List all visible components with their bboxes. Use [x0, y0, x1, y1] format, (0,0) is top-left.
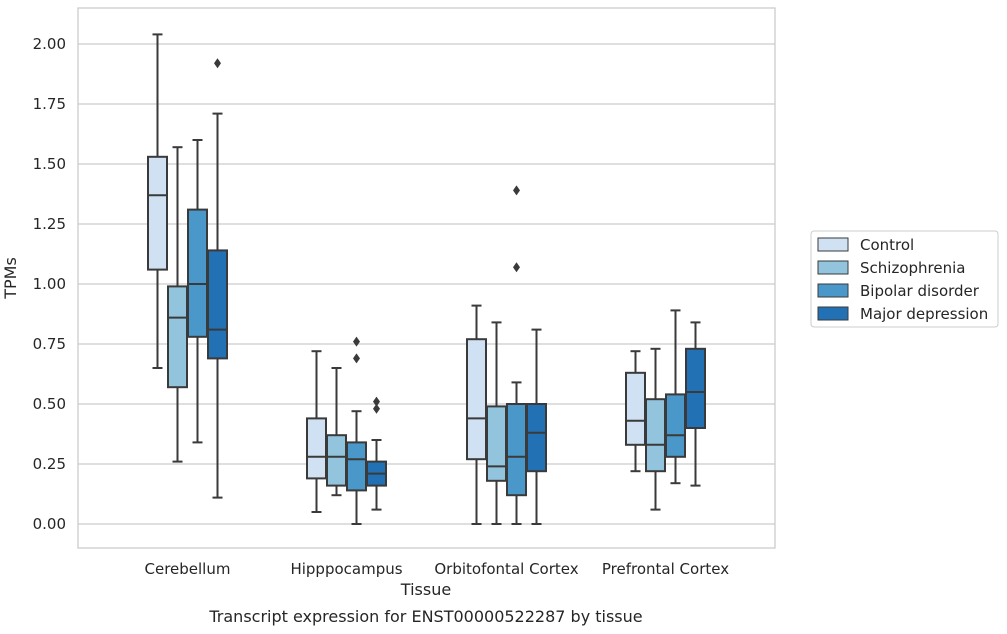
box-bipolar-disorder	[187, 139, 208, 444]
y-tick-labels: 0.00 0.25 0.50 0.75 1.00 1.25 1.50 1.75 2.00	[33, 35, 66, 533]
box-control	[625, 350, 646, 473]
x-axis-title: Tissue	[400, 580, 451, 599]
box-control	[147, 33, 168, 369]
box-bipolar-disorder	[506, 185, 527, 525]
box-iqr	[207, 249, 228, 360]
y-axis-title: TPMs	[1, 257, 20, 300]
outlier-point	[353, 353, 360, 364]
y-tick-label: 0.50	[33, 395, 66, 413]
legend-frame	[810, 230, 999, 328]
box-iqr	[665, 393, 686, 458]
box-iqr	[466, 338, 487, 461]
box-control	[466, 304, 487, 525]
box-schizophrenia	[645, 347, 666, 511]
outlier-point	[214, 58, 221, 69]
box-iqr	[526, 403, 547, 473]
box-schizophrenia	[326, 367, 347, 497]
box-major-depression	[526, 328, 547, 525]
box-iqr	[147, 155, 168, 271]
legend-label: Schizophrenia	[860, 259, 965, 277]
x-tick-labels: Cerebellum Hipppocampus Orbitofontal Corte…	[145, 560, 730, 578]
box-iqr	[187, 208, 208, 338]
box-control	[306, 350, 327, 513]
legend-label: Major depression	[860, 305, 988, 323]
y-tick-label: 0.00	[33, 515, 66, 533]
legend: Control Schizophrenia Bipolar disorder Majo…	[810, 230, 999, 328]
y-tick-label: 1.25	[33, 215, 66, 233]
box-schizophrenia	[486, 321, 507, 525]
legend-label: Bipolar disorder	[860, 282, 980, 300]
legend-swatch	[817, 260, 849, 275]
box-plot-series	[147, 33, 706, 525]
legend-label: Control	[860, 236, 914, 254]
x-tick-label: Prefrontal Cortex	[602, 560, 729, 578]
box-major-depression	[366, 396, 387, 511]
box-major-depression	[207, 58, 228, 499]
box-iqr	[486, 405, 507, 482]
y-tick-label: 2.00	[33, 35, 66, 53]
legend-swatch	[817, 306, 849, 321]
box-schizophrenia	[167, 146, 188, 463]
box-iqr	[625, 371, 646, 446]
outlier-point	[353, 336, 360, 347]
box-iqr	[326, 434, 347, 487]
box-iqr	[506, 403, 527, 497]
box-major-depression	[685, 321, 706, 487]
chart-caption: Transcript expression for ENST0000052228…	[208, 607, 642, 626]
outlier-point	[513, 185, 520, 196]
box-iqr	[645, 398, 666, 473]
legend-swatch	[817, 237, 849, 252]
box-iqr	[346, 441, 367, 492]
plot-frame	[77, 7, 776, 549]
y-tick-label: 1.00	[33, 275, 66, 293]
box-iqr	[167, 285, 188, 389]
y-tick-label: 0.25	[33, 455, 66, 473]
outlier-point	[373, 403, 380, 414]
box-bipolar-disorder	[665, 309, 686, 485]
outlier-point	[513, 262, 520, 273]
y-tick-label: 1.75	[33, 95, 66, 113]
legend-swatch	[817, 283, 849, 298]
x-tick-label: Cerebellum	[145, 560, 231, 578]
box-iqr	[306, 417, 327, 480]
x-tick-label: Hipppocampus	[290, 560, 402, 578]
x-tick-label: Orbitofontal Cortex	[434, 560, 578, 578]
outlier-point	[373, 396, 380, 407]
box-iqr	[685, 347, 706, 429]
y-tick-label: 0.75	[33, 335, 66, 353]
y-tick-label: 1.50	[33, 155, 66, 173]
box-bipolar-disorder	[346, 336, 367, 525]
